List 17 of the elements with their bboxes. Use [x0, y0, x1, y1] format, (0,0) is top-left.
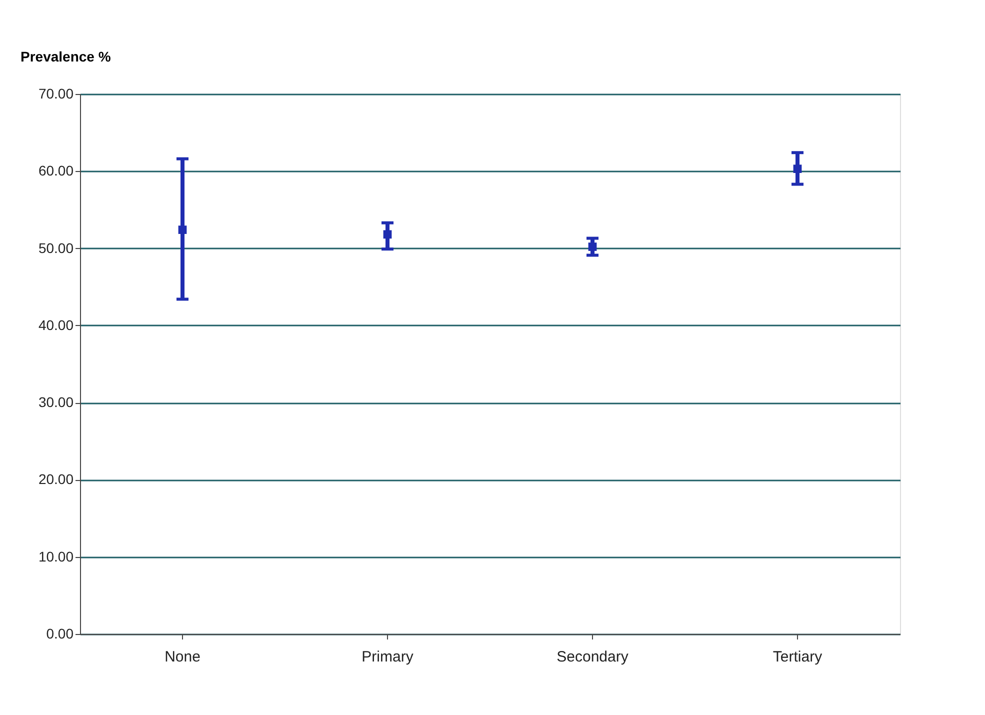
y-tick-label: 60.00 [38, 162, 74, 179]
x-tick-label: None [164, 648, 200, 666]
y-tick-label: 10.00 [38, 548, 74, 564]
y-tick-label: 30.00 [38, 394, 74, 410]
x-tick-label: Tertiary [772, 648, 823, 666]
y-tick-label: 70.00 [38, 86, 74, 102]
x-tick-label: Secondary [556, 648, 629, 666]
point [793, 164, 802, 174]
y-tick-label: 50.00 [38, 240, 74, 256]
y-tick-label: 40.00 [38, 316, 74, 333]
point [588, 242, 597, 251]
y-tick-label: 20.00 [38, 471, 74, 488]
y-axis-title: Prevalence % [20, 48, 112, 64]
point [383, 230, 392, 239]
point [178, 226, 187, 234]
x-tick-label: Primary [362, 648, 414, 666]
y-tick-label: 0.00 [46, 626, 74, 642]
